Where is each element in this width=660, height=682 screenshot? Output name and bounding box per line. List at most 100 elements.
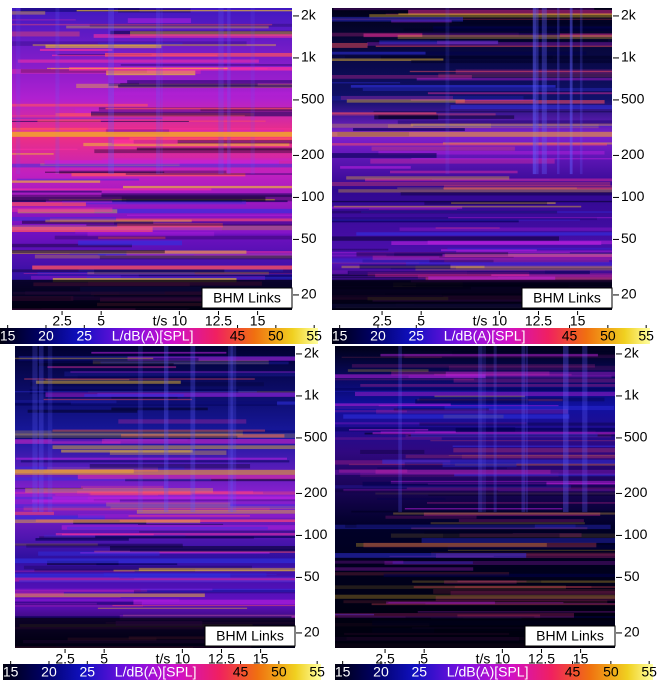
spectrogram-texture <box>335 346 615 648</box>
y-tick-label: 2k <box>304 345 320 361</box>
texture-band <box>332 74 472 79</box>
texture-band <box>91 111 292 117</box>
texture-band <box>412 580 615 583</box>
texture-band <box>113 569 295 572</box>
texture-band <box>25 488 214 493</box>
texture-band <box>433 588 615 594</box>
y-tick-label: 100 <box>304 526 328 542</box>
y-tick-label: 1k <box>624 387 640 403</box>
texture-band <box>346 99 465 103</box>
texture-band <box>12 194 292 197</box>
texture-band <box>119 576 295 579</box>
texture-band <box>90 360 292 364</box>
texture-band <box>12 23 273 26</box>
texture-band <box>52 496 295 500</box>
texture-band <box>15 466 185 470</box>
annotation-box <box>521 287 613 309</box>
texture-band <box>444 580 517 584</box>
texture-band <box>406 487 615 490</box>
texture-band <box>398 13 612 15</box>
texture-band <box>55 533 295 536</box>
texture-band <box>384 561 615 565</box>
y-tick-label: 1k <box>621 49 637 65</box>
texture-band <box>90 491 192 496</box>
texture-band <box>332 219 519 223</box>
texture-band <box>332 248 389 251</box>
texture-band <box>67 526 268 530</box>
texture-band <box>93 34 292 38</box>
texture-band <box>58 170 227 174</box>
texture-band <box>409 70 612 73</box>
texture-band <box>375 273 612 278</box>
texture-band <box>12 226 222 231</box>
texture-band <box>64 371 295 377</box>
texture-band <box>86 276 292 279</box>
texture-band <box>445 371 615 377</box>
texture-band <box>12 11 46 15</box>
texture-band <box>20 69 147 73</box>
texture-band <box>448 455 615 457</box>
texture-band <box>15 589 148 592</box>
x-tick-label: 15 <box>253 651 269 667</box>
colorbar-tick-label: 15 <box>335 664 351 680</box>
texture-band <box>43 398 193 401</box>
colorbar-tick-label: 50 <box>603 664 619 680</box>
texture-band <box>335 410 407 413</box>
texture-band <box>77 375 235 380</box>
texture-band <box>451 202 556 204</box>
texture-band <box>15 435 238 440</box>
texture-band <box>332 276 499 278</box>
texture-band <box>133 139 292 144</box>
texture-band <box>15 519 201 524</box>
panel: 20 50 100 200 500 1k 2k 2.5 5 10 12.5 15 t/s BHM Link… <box>332 7 654 344</box>
texture-band <box>341 265 485 269</box>
colorbar-label: L/dB(A)[SPL] <box>444 328 526 344</box>
colorbar-tick-label: 25 <box>412 664 428 680</box>
texture-band <box>332 217 597 221</box>
texture-band <box>343 414 570 419</box>
x-tick-label: 10 <box>175 651 191 667</box>
texture-band <box>363 542 597 548</box>
texture-band <box>15 543 183 547</box>
colorbar-label: L/dB(A)[SPL] <box>447 664 529 680</box>
texture-band <box>89 463 251 469</box>
texture-band <box>367 42 612 46</box>
texture-band <box>391 241 602 246</box>
texture-band <box>104 52 292 57</box>
texture-column <box>563 346 569 513</box>
texture-band <box>454 586 592 588</box>
x-tick-label: 2.5 <box>372 313 392 329</box>
texture-band <box>27 409 138 413</box>
texture-band <box>15 496 88 500</box>
texture-band <box>392 561 473 564</box>
texture-band <box>12 127 107 133</box>
texture-band <box>133 599 295 605</box>
texture-band <box>23 565 252 570</box>
texture-band <box>443 533 560 539</box>
texture-band <box>34 568 196 572</box>
texture-band <box>400 192 612 196</box>
texture-band <box>101 158 292 162</box>
texture-band <box>138 567 295 572</box>
texture-band <box>15 543 98 546</box>
texture-band <box>15 400 117 404</box>
texture-band <box>459 529 615 533</box>
texture-band <box>356 542 547 547</box>
texture-band <box>332 112 437 115</box>
y-tick-label: 2k <box>301 7 317 23</box>
texture-band <box>332 254 387 257</box>
texture-band <box>93 499 295 502</box>
texture-band <box>444 259 610 263</box>
colorbar-tick-label: 25 <box>77 328 93 344</box>
x-tick-label: 12.5 <box>525 313 552 329</box>
texture-column <box>570 8 573 175</box>
colorbar-tick-label: 55 <box>309 664 325 680</box>
texture-band <box>71 173 246 177</box>
texture-band <box>12 163 292 168</box>
texture-band <box>15 593 205 598</box>
y-tick-label: 100 <box>621 188 645 204</box>
texture-band <box>332 95 524 101</box>
texture-band <box>70 371 295 373</box>
texture-band <box>12 216 117 221</box>
texture-band <box>385 13 612 15</box>
